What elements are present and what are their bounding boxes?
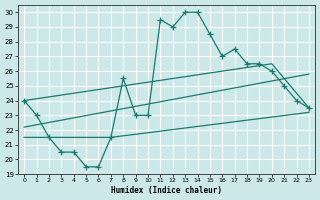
X-axis label: Humidex (Indice chaleur): Humidex (Indice chaleur) — [111, 186, 222, 195]
